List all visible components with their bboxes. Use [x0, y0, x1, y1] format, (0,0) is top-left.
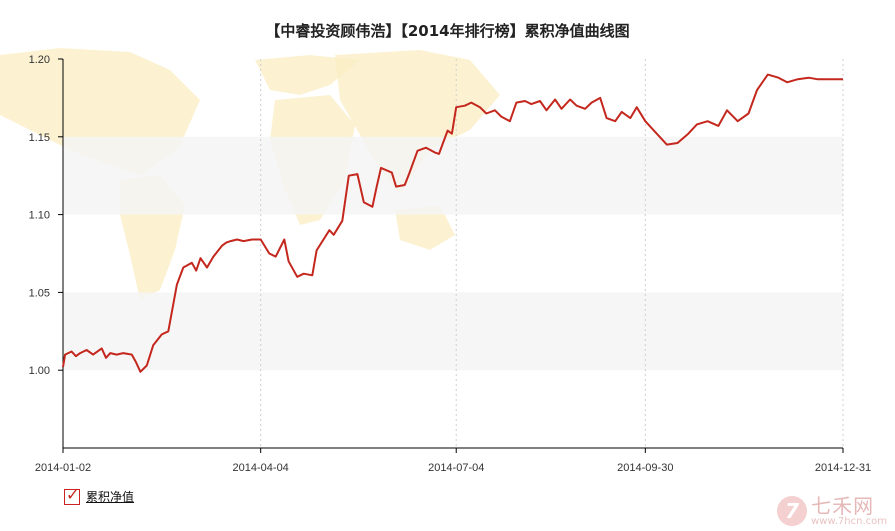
grid-band — [63, 136, 843, 215]
legend-checkbox[interactable]: ✓ — [64, 485, 80, 505]
watermark-logo: 7 七禾网 www.7hcn.com — [777, 493, 887, 528]
y-tick-label: 1.05 — [29, 287, 50, 299]
chart-title: 【中睿投资顾伟浩】【2014年排行榜】累积净值曲线图 — [265, 22, 630, 40]
y-tick-label: 1.15 — [29, 132, 50, 144]
grid-band — [63, 292, 843, 371]
y-tick-label: 1.10 — [29, 210, 50, 222]
x-tick-label: 2014-07-04 — [428, 462, 484, 474]
watermark-logo-icon: 7 — [777, 496, 808, 527]
watermark-url: www.7hcn.com — [811, 515, 887, 527]
y-tick-label: 1.00 — [29, 365, 50, 377]
map-region-6 — [395, 205, 455, 250]
legend-item[interactable]: ✓ 累积净值 — [64, 485, 135, 505]
x-tick-label: 2014-09-30 — [617, 462, 673, 474]
legend-label: 累积净值 — [86, 490, 135, 504]
map-region-3 — [255, 55, 360, 95]
x-tick-label: 2014-04-04 — [233, 462, 289, 474]
watermark-name: 七禾网 — [811, 493, 875, 518]
x-tick-label: 2014-01-02 — [35, 462, 91, 474]
checkmark-icon: ✓ — [66, 484, 80, 504]
series-line — [62, 73, 843, 373]
y-tick-label: 1.20 — [29, 54, 50, 66]
x-tick-label: 2014-12-31 — [815, 462, 871, 474]
